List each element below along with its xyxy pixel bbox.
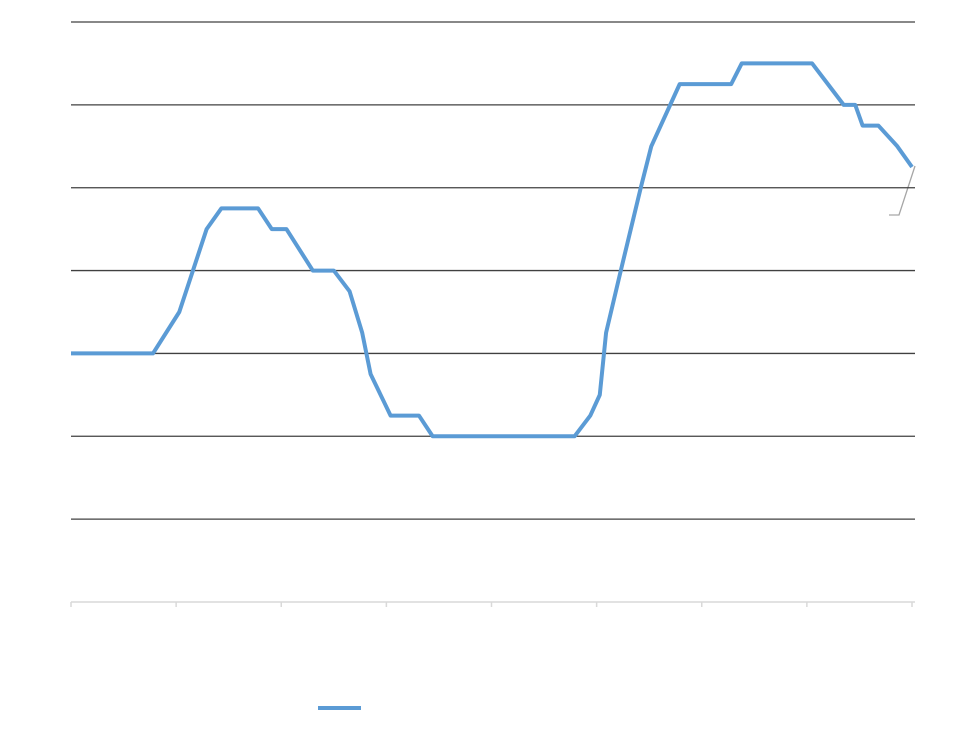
leader-line — [889, 165, 916, 216]
data-line — [71, 61, 914, 439]
